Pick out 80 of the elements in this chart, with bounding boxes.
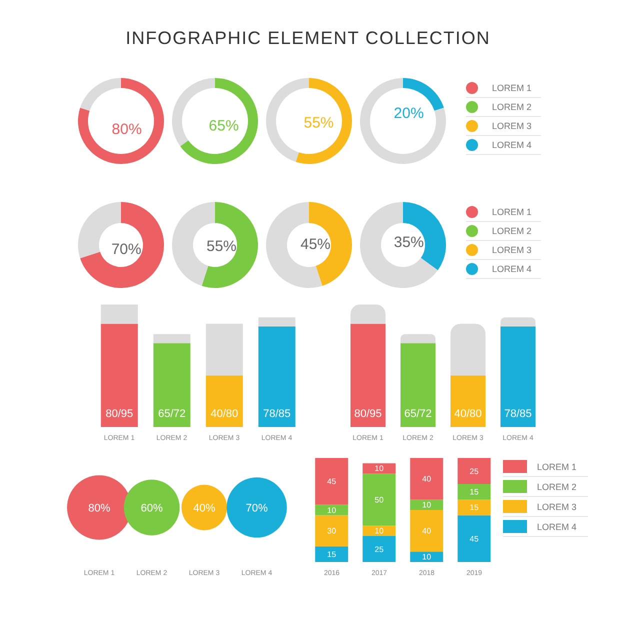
bar (400, 334, 436, 344)
bar (458, 500, 491, 516)
bar (153, 343, 190, 427)
data-label: 65/72 (158, 408, 186, 420)
data-label: 45 (470, 534, 480, 544)
data-label: 10 (374, 526, 384, 536)
legend-label: LOREM 3 (492, 120, 532, 130)
data-label: 55% (304, 114, 334, 132)
legend-label: LOREM 2 (537, 482, 577, 492)
bar (410, 510, 444, 552)
bar (100, 304, 138, 324)
bar (362, 526, 396, 536)
bar (258, 326, 296, 427)
data-label: 60% (140, 502, 163, 514)
data-label: 70% (111, 240, 142, 258)
bar (410, 458, 444, 500)
data-label: 30 (327, 526, 337, 536)
bar (362, 463, 396, 474)
data-label: 10 (327, 506, 337, 515)
data-label: 65% (208, 117, 239, 134)
bar (450, 324, 486, 376)
bar (153, 334, 190, 344)
bar (458, 484, 491, 500)
data-label: 55% (206, 238, 237, 256)
bar (450, 375, 486, 427)
bar (410, 552, 444, 562)
bar (410, 500, 444, 510)
data-label: 65/72 (404, 408, 432, 420)
legend-label: LOREM 2 (492, 102, 532, 112)
bar (315, 546, 348, 562)
data-label: 40% (193, 502, 216, 514)
data-label: 15 (470, 503, 480, 512)
bar (362, 536, 396, 562)
data-label: 80% (88, 502, 110, 514)
legend-label: LOREM 1 (492, 206, 532, 216)
legend-label: LOREM 4 (537, 522, 577, 532)
bar (458, 515, 491, 562)
legend-label: LOREM 3 (537, 502, 577, 512)
legend-label: LOREM 4 (492, 140, 532, 150)
data-label: 20% (394, 104, 424, 122)
data-label: 35% (394, 234, 424, 252)
bar (400, 343, 436, 427)
data-label: 78/85 (504, 408, 532, 420)
legend-label: LOREM 1 (492, 82, 532, 92)
data-label: 80/95 (106, 408, 134, 420)
data-label: 70% (246, 502, 268, 514)
bar (362, 474, 396, 526)
legend-label: LOREM 2 (492, 226, 532, 236)
bar (206, 324, 243, 376)
data-label: 10 (422, 500, 432, 510)
data-label: 15 (470, 488, 480, 497)
legend-label: LOREM 3 (492, 244, 532, 254)
data-label: 40 (422, 526, 432, 536)
bar (315, 458, 348, 505)
data-label: 50 (374, 495, 384, 504)
data-label: 45% (300, 236, 331, 253)
chart-title: INFOGRAPHIC ELEMENT COLLECTION (124, 28, 492, 49)
data-label: 15 (327, 550, 337, 560)
bar (100, 324, 138, 427)
data-label: 25 (374, 544, 384, 554)
data-label: 80% (112, 121, 142, 138)
bar (458, 458, 491, 484)
data-label: 10 (374, 464, 384, 474)
bar (500, 326, 536, 427)
legend-label: LOREM 1 (537, 462, 577, 472)
bar (500, 317, 536, 326)
data-label: 10 (422, 552, 432, 562)
bar (350, 324, 386, 427)
bar (315, 515, 348, 546)
legend-label: LOREM 4 (492, 264, 532, 274)
data-label: 78/85 (263, 408, 291, 420)
bar (206, 375, 243, 427)
data-label: 80/95 (354, 408, 382, 420)
data-label: 25 (470, 466, 480, 476)
data-label: 40 (422, 474, 432, 484)
data-label: 40/80 (210, 408, 238, 420)
bar (350, 304, 386, 324)
bar (258, 317, 296, 326)
data-label: 45 (327, 477, 337, 486)
data-label: 40/80 (454, 408, 482, 420)
